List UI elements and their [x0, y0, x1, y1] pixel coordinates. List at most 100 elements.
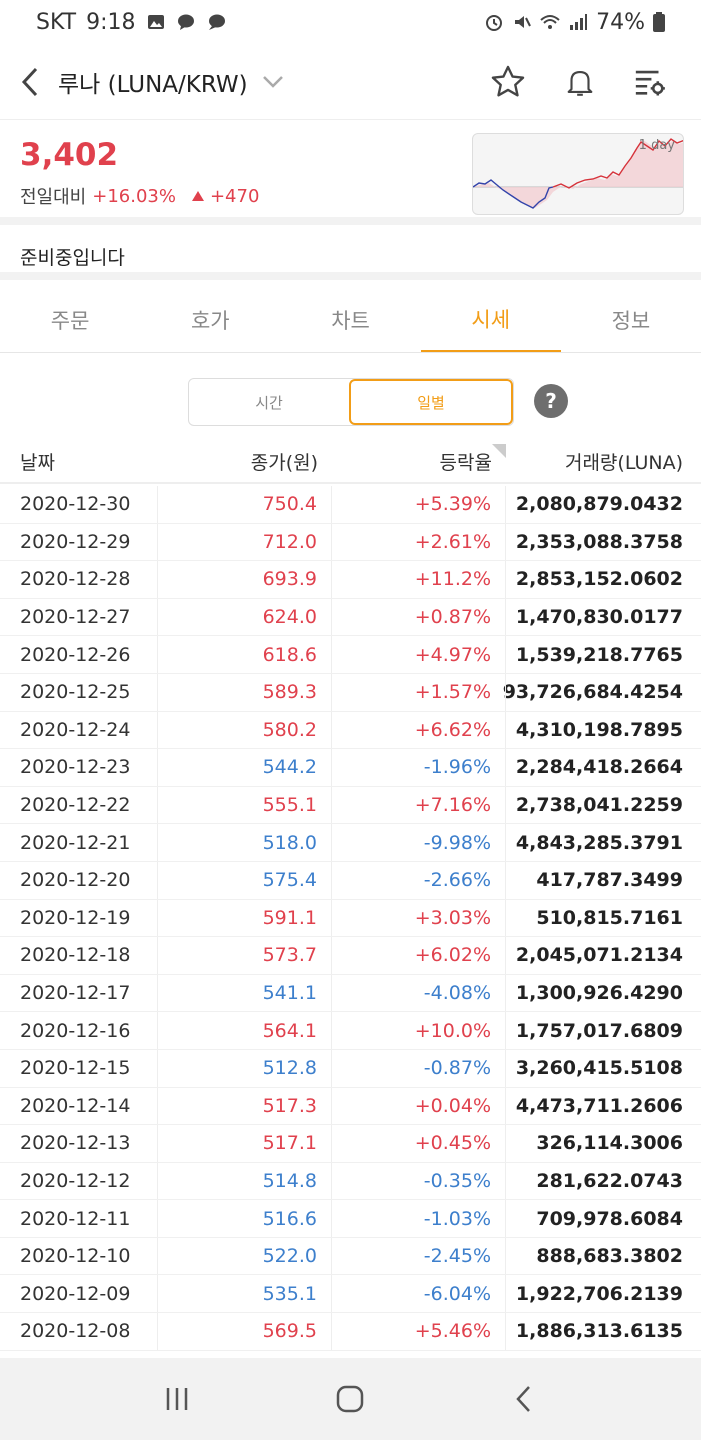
row-change-rate: +6.02% [332, 937, 506, 974]
gallery-icon [147, 15, 164, 29]
row-change-rate: -2.45% [332, 1237, 506, 1275]
main-tabs: 주문 호가 차트 시세 정보 [0, 287, 701, 353]
table-row: 2020-12-21 518.0 -9.98% 4,843,285.3791 [0, 824, 701, 862]
row-date: 2020-12-24 [0, 711, 158, 749]
row-date: 2020-12-28 [0, 561, 158, 598]
tab-market-price[interactable]: 시세 [420, 287, 561, 352]
row-date: 2020-12-15 [0, 1049, 158, 1087]
row-close-price: 517.1 [158, 1125, 332, 1162]
row-date: 2020-12-16 [0, 1012, 158, 1049]
row-date: 2020-12-29 [0, 523, 158, 561]
row-volume: 2,353,088.3758 [515, 530, 683, 553]
mute-icon [515, 16, 531, 28]
help-button[interactable]: ? [534, 384, 568, 418]
chart-range-label: 1 day [638, 138, 675, 153]
row-change-rate: -6.04% [332, 1275, 506, 1313]
change-amount: +470 [209, 185, 260, 207]
row-close-price: 618.6 [158, 636, 332, 673]
recent-apps-icon[interactable] [162, 1384, 192, 1414]
row-change-rate: -1.96% [332, 749, 506, 786]
row-change-rate: +7.16% [332, 786, 506, 824]
header-date: 날짜 [20, 451, 55, 474]
row-date: 2020-12-10 [0, 1237, 158, 1275]
row-date: 2020-12-09 [0, 1275, 158, 1313]
home-icon[interactable] [335, 1384, 365, 1414]
price-change: 전일대비 +16.03% +470 [20, 183, 259, 209]
row-close-price: 522.0 [158, 1237, 332, 1275]
row-change-rate: +0.87% [332, 598, 506, 636]
wifi-icon [540, 15, 560, 29]
row-volume: 2,738,041.2259 [515, 794, 683, 817]
message-icon [177, 14, 194, 30]
row-change-rate: +4.97% [332, 636, 506, 673]
back-nav-icon[interactable] [509, 1384, 539, 1414]
status-bar: SKT 9:18 74% [0, 0, 701, 44]
row-volume: 2,853,152.0602 [515, 568, 683, 591]
row-change-rate: -9.98% [332, 824, 506, 861]
table-row: 2020-12-12 514.8 -0.35% 281,622.0743 [0, 1162, 701, 1201]
row-date: 2020-12-26 [0, 636, 158, 673]
bell-icon[interactable] [563, 65, 597, 99]
row-volume: 510,815.7161 [536, 906, 683, 929]
row-change-rate: +5.39% [332, 486, 506, 523]
mini-price-chart[interactable]: 1 day [472, 133, 684, 215]
table-row: 2020-12-27 624.0 +0.87% 1,470,830.0177 [0, 598, 701, 637]
table-row: 2020-12-26 618.6 +4.97% 1,539,218.7765 [0, 636, 701, 674]
notice-bar: 준비중입니다 [0, 233, 701, 280]
table-row: 2020-12-22 555.1 +7.16% 2,738,041.2259 [0, 786, 701, 825]
table-row: 2020-12-30 750.4 +5.39% 2,080,879.0432 [0, 486, 701, 524]
header-change[interactable]: 등락율 [332, 443, 506, 475]
row-close-price: 544.2 [158, 749, 332, 786]
header-volume: 거래량(LUNA) [564, 451, 683, 474]
row-close-price: 712.0 [158, 523, 332, 561]
favorite-star-icon[interactable] [489, 63, 527, 101]
chevron-down-icon[interactable] [262, 75, 284, 89]
tab-info[interactable]: 정보 [611, 308, 651, 333]
settings-list-icon[interactable] [633, 65, 667, 99]
row-change-rate: +11.2% [332, 561, 506, 598]
table-header: 날짜 종가(원) 등락율 거래량(LUNA) [0, 440, 701, 484]
battery-icon [653, 12, 665, 32]
row-volume: 1,757,017.6809 [515, 1019, 683, 1042]
row-close-price: 512.8 [158, 1049, 332, 1087]
row-volume: 417,787.3499 [536, 869, 683, 892]
period-toggle: 시간 일별 [188, 378, 514, 426]
row-volume: 1,886,313.6135 [515, 1320, 683, 1343]
current-price: 3,402 [20, 137, 119, 173]
table-row: 2020-12-29 712.0 +2.61% 2,353,088.3758 [0, 523, 701, 562]
back-button[interactable] [14, 62, 46, 102]
row-volume: 1,539,218.7765 [515, 643, 683, 666]
row-date: 2020-12-27 [0, 598, 158, 636]
table-row: 2020-12-15 512.8 -0.87% 3,260,415.5108 [0, 1049, 701, 1088]
row-date: 2020-12-08 [0, 1313, 158, 1350]
row-close-price: 589.3 [158, 673, 332, 711]
system-nav-bar [0, 1358, 701, 1440]
table-row: 2020-12-25 589.3 +1.57% 93,726,684.4254 [0, 673, 701, 712]
row-date: 2020-12-23 [0, 749, 158, 786]
row-volume: 281,622.0743 [536, 1169, 683, 1192]
table-row: 2020-12-10 522.0 -2.45% 888,683.3802 [0, 1237, 701, 1276]
row-change-rate: +2.61% [332, 523, 506, 561]
app-header: 루나 (LUNA/KRW) [0, 44, 701, 120]
row-change-rate: +0.45% [332, 1125, 506, 1162]
tab-orderbook[interactable]: 호가 [190, 308, 230, 333]
row-close-price: 516.6 [158, 1200, 332, 1237]
table-row: 2020-12-14 517.3 +0.04% 4,473,711.2606 [0, 1087, 701, 1126]
table-row: 2020-12-13 517.1 +0.45% 326,114.3006 [0, 1125, 701, 1163]
toggle-daily[interactable]: 일별 [349, 379, 513, 425]
row-change-rate: -4.08% [332, 974, 506, 1012]
row-close-price: 575.4 [158, 861, 332, 899]
row-change-rate: +3.03% [332, 899, 506, 937]
row-date: 2020-12-14 [0, 1087, 158, 1125]
table-row: 2020-12-17 541.1 -4.08% 1,300,926.4290 [0, 974, 701, 1013]
alarm-icon [486, 15, 503, 31]
signal-icon [570, 14, 588, 30]
tab-chart[interactable]: 차트 [331, 308, 370, 333]
tab-order[interactable]: 주문 [50, 308, 90, 333]
table-row: 2020-12-18 573.7 +6.02% 2,045,071.2134 [0, 937, 701, 975]
toggle-time[interactable]: 시간 [255, 393, 283, 412]
table-row: 2020-12-11 516.6 -1.03% 709,978.6084 [0, 1200, 701, 1238]
row-date: 2020-12-30 [0, 486, 158, 523]
coin-title[interactable]: 루나 (LUNA/KRW) [58, 71, 248, 98]
row-volume: 888,683.3802 [536, 1245, 683, 1268]
